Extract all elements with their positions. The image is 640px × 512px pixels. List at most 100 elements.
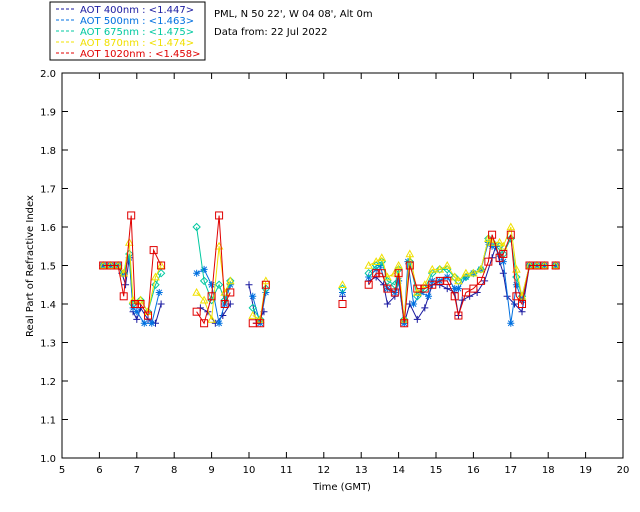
data-point [413,315,421,323]
data-point [425,292,433,300]
data-point [245,281,253,289]
y-tick-label: 1.2 [40,377,56,388]
data-point [410,300,418,308]
data-point [394,260,403,269]
data-point [372,269,381,278]
data-point [114,261,123,270]
data-point [192,287,201,296]
data-point [487,237,497,246]
data-point [405,249,415,258]
data-point [498,241,508,250]
legend-label: AOT 870nm : <1.474> [80,38,194,49]
data-point [148,319,156,327]
data-point [156,260,166,269]
data-point [518,300,527,308]
series-line [368,234,556,324]
data-point [476,264,486,273]
x-tick-label: 9 [208,465,214,476]
data-point [377,253,387,262]
x-tick-label: 19 [579,465,592,476]
y-tick-label: 2.0 [40,69,56,80]
data-point [261,280,270,289]
x-tick-label: 14 [392,465,405,476]
data-point [484,257,493,266]
data-point [405,261,414,270]
data-point [512,292,521,301]
data-point [248,311,258,319]
data-point [136,300,145,308]
y-tick-label: 1.3 [40,339,56,350]
data-point [488,230,497,239]
data-point [395,277,403,285]
data-point [256,319,265,328]
x-axis-title: Time (GMT) [312,482,371,493]
x-tick-label: 6 [96,465,102,476]
data-point [450,292,459,301]
x-tick-label: 15 [430,465,443,476]
data-point [442,260,452,269]
data-point [420,280,430,289]
x-tick-label: 5 [59,465,65,476]
data-point [261,276,271,285]
data-point [511,300,519,308]
data-point [400,319,409,328]
data-point [155,288,163,296]
data-point [226,276,235,286]
data-point [518,308,526,316]
data-point [156,268,166,278]
data-point [133,308,141,316]
data-point [454,311,463,320]
series-layer [98,211,561,328]
data-point [149,246,158,255]
series-line [196,215,231,325]
series-1 [99,242,560,327]
x-tick-label: 11 [280,465,293,476]
data-point [119,292,128,301]
x-tick-label: 7 [134,465,140,476]
y-axis-title: Real Part of Refractive Index [25,195,36,337]
x-tick-label: 20 [617,465,630,476]
y-tick-label: 1.1 [40,416,56,427]
data-point [207,292,216,301]
legend-frame [49,1,206,61]
data-point [364,280,373,289]
legend-label: AOT 400nm : <1.447> [80,5,194,16]
axis-ticks: 5 6 7 8 9 10 11 12 13 14 15 16 17 18 19 20 1.0 1.1 1.2 1.3 1… [40,69,629,476]
data-point [435,264,445,273]
data-point [390,280,400,289]
y-tick-label: 1.4 [40,300,56,311]
x-tick-label: 12 [317,465,330,476]
data-point [215,211,224,220]
y-tick-label: 1.9 [40,108,56,119]
data-point [215,319,223,327]
data-point [390,288,399,297]
data-point [512,281,520,289]
legend-label: AOT 1020nm : <1.458> [80,49,200,60]
data-point [476,265,486,274]
data-point [192,307,201,316]
data-point [371,257,381,265]
legend: AOT 400nm : <1.447>AOT 500nm : <1.463>AO… [49,1,206,61]
data-point [199,276,209,286]
data-point [476,276,485,285]
y-tick-label: 1.8 [40,146,56,157]
x-tick-label: 8 [171,465,177,476]
x-tick-label: 18 [542,465,555,476]
data-point [214,280,224,289]
data-point [140,319,148,327]
data-point [225,276,235,285]
data-point [144,311,153,320]
data-point [193,269,201,277]
data-point [338,300,347,308]
legend-label: AOT 675nm : <1.475> [80,27,194,38]
data-point [249,292,257,300]
data-point [208,281,216,289]
data-point [506,222,516,231]
data-point [157,261,166,270]
data-point [499,249,508,258]
data-point [151,280,160,289]
data-point [540,261,549,270]
data-point [454,285,462,293]
data-point [127,211,136,220]
